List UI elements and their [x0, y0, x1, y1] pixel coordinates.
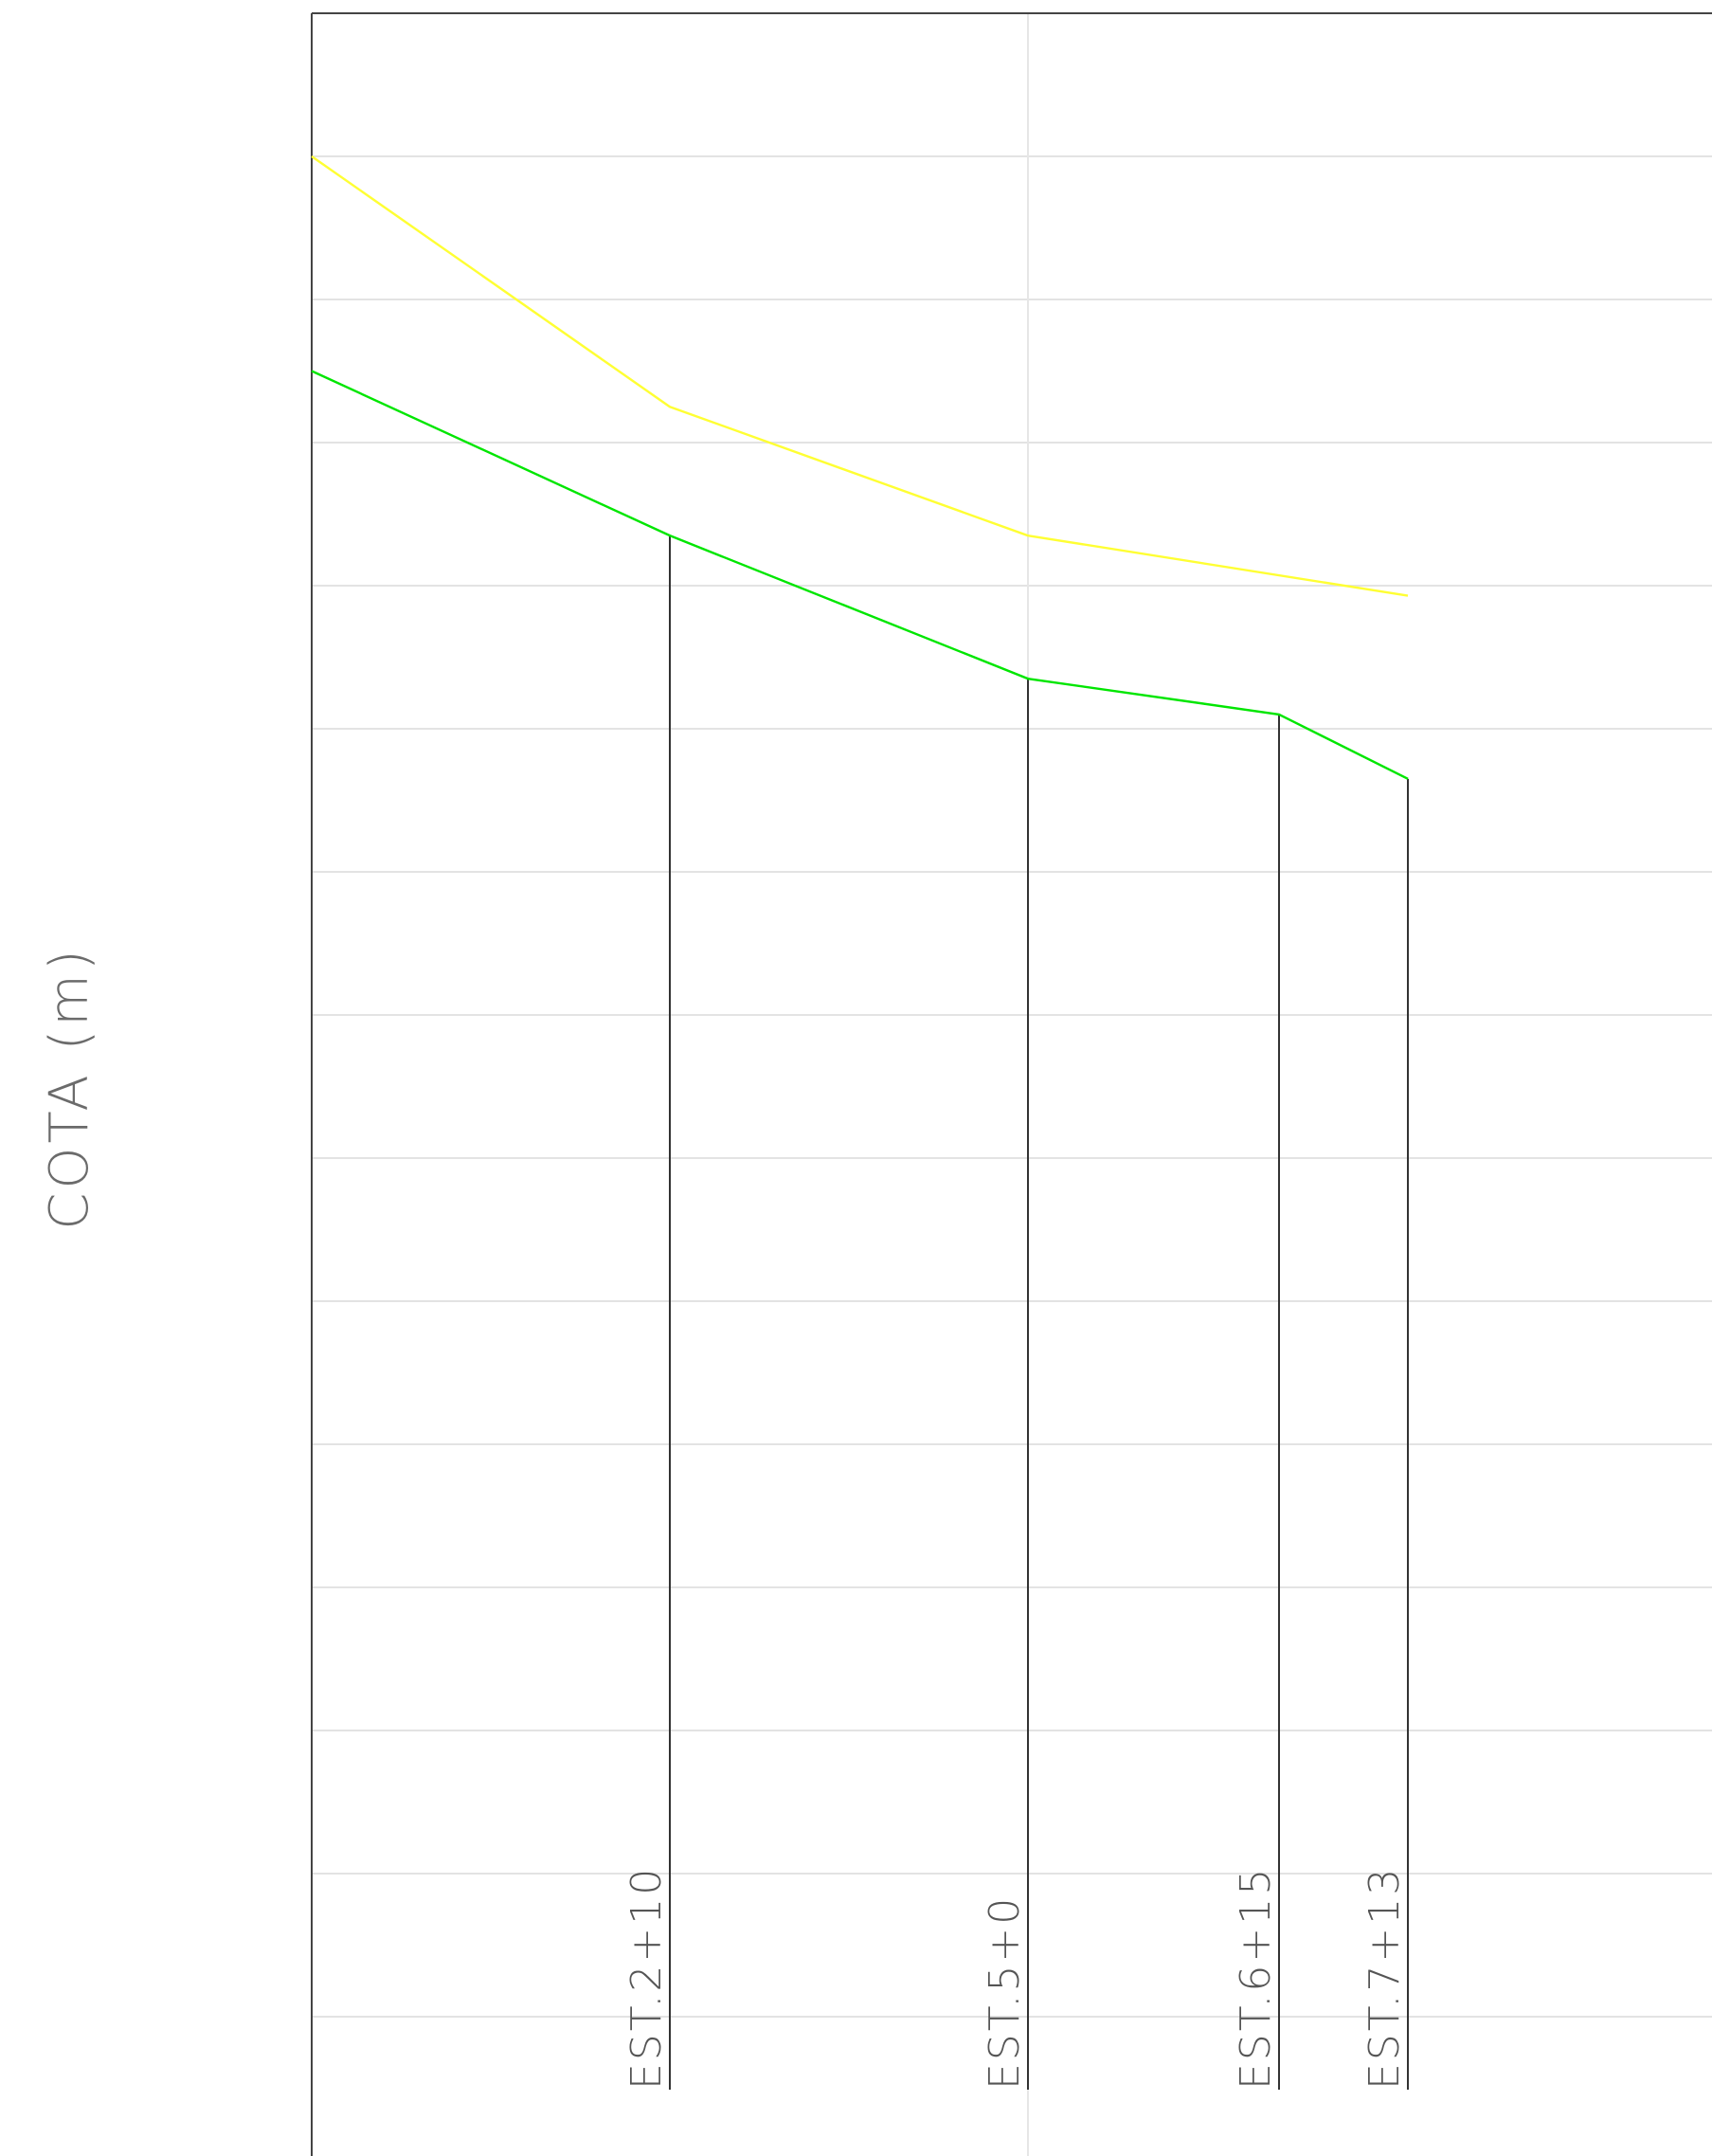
plot-frame	[311, 12, 1712, 2156]
grid-lines	[312, 155, 1712, 2018]
station-lines	[669, 535, 1409, 2090]
profile-line	[311, 155, 1409, 597]
profile-series	[311, 155, 1409, 780]
station-label: EST.2+10	[622, 1866, 671, 2090]
station-label: EST.5+0	[981, 1895, 1029, 2090]
station-labels: EST.2+10 EST.5+0 EST.6+15 EST.7+13	[622, 1866, 1409, 2090]
station-label: EST.7+13	[1361, 1866, 1409, 2090]
y-axis-title: COTA (m)	[39, 946, 100, 1229]
profile-line	[311, 370, 1409, 780]
station-label: EST.6+15	[1232, 1866, 1280, 2090]
